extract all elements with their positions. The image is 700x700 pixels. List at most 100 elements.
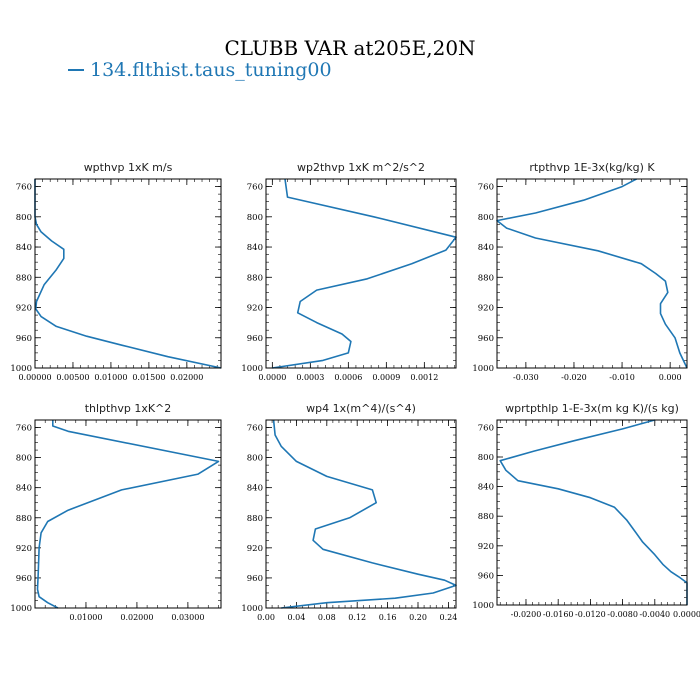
chart-title: thlpthvp 1xK^2 — [85, 402, 172, 415]
y-tick-label: 880 — [247, 273, 263, 283]
y-tick-label: 960 — [478, 334, 494, 344]
x-tick-label: 0.0009 — [372, 373, 400, 382]
chart-title: wp2thvp 1xK m^2/s^2 — [297, 161, 425, 174]
x-tick-label: 0.0000 — [258, 373, 286, 382]
x-tick-label: 0.20 — [409, 613, 427, 622]
series-line — [34, 179, 222, 369]
x-tick-label: 0.00 — [257, 613, 275, 622]
plot-frame — [265, 419, 457, 609]
plot-frame — [34, 178, 222, 369]
y-tick-label: 800 — [478, 453, 494, 463]
y-tick-label: 880 — [16, 514, 32, 524]
x-tick-label: -0.0200 — [511, 610, 542, 619]
y-tick-label: 1000 — [241, 364, 263, 374]
x-tick-label: 0.01000 — [69, 613, 102, 622]
y-tick-label: 1000 — [472, 601, 494, 611]
y-tick-label: 1000 — [472, 364, 494, 374]
x-tick-label: -0.0120 — [575, 610, 606, 619]
y-tick-label: 960 — [16, 334, 32, 344]
y-tick-label: 960 — [247, 574, 263, 584]
minor-ticks — [496, 178, 687, 369]
x-tick-label: -0.0080 — [607, 610, 638, 619]
plot-frame — [265, 178, 457, 369]
y-tick-label: 920 — [247, 544, 263, 554]
y-tick-label: 1000 — [241, 604, 263, 614]
x-tick-label: -0.020 — [561, 373, 587, 382]
y-tick-label: 760 — [16, 183, 32, 193]
chart-panel-4: thlpthvp 1xK^2 760 800 840 880 920 960 1000 0.01… — [10, 402, 222, 622]
plot-frame — [496, 419, 688, 606]
y-tick-label: 920 — [247, 304, 263, 314]
y-tick-label: 760 — [247, 424, 263, 434]
x-tick-label: 0.08 — [318, 613, 336, 622]
y-tick-label: 840 — [478, 243, 494, 253]
plot-frame — [496, 178, 688, 369]
x-tick-label: 0.02000 — [120, 613, 153, 622]
minor-ticks — [34, 419, 221, 609]
y-tick-label: 880 — [478, 273, 494, 283]
minor-ticks — [34, 178, 221, 369]
x-tick-label: 0.0006 — [334, 373, 362, 382]
y-tick-label: 1000 — [10, 604, 32, 614]
x-tick-label: 0.16 — [379, 613, 397, 622]
series-line — [499, 419, 688, 605]
x-tick-label: -0.030 — [513, 373, 539, 382]
x-tick-label: 0.00000 — [18, 373, 51, 382]
x-tick-label: -0.0040 — [639, 610, 670, 619]
x-tick-label: 0.02000 — [170, 373, 203, 382]
y-tick-label: 1000 — [10, 364, 32, 374]
y-tick-label: 840 — [478, 483, 494, 493]
y-tick-label: 800 — [247, 213, 263, 223]
chart-title: wpthvp 1xK m/s — [84, 161, 173, 174]
chart-title: wp4 1x(m^4)/(s^4) — [306, 402, 416, 415]
y-tick-label: 840 — [16, 484, 32, 494]
y-tick-label: 840 — [247, 484, 263, 494]
y-tick-label: 920 — [16, 544, 32, 554]
y-tick-label: 880 — [247, 514, 263, 524]
x-tick-label: -0.0160 — [543, 610, 574, 619]
series-line — [36, 420, 220, 609]
y-tick-label: 920 — [16, 304, 32, 314]
y-tick-label: 880 — [478, 512, 494, 522]
series-line — [272, 178, 457, 369]
y-tick-label: 840 — [247, 243, 263, 253]
y-tick-label: 760 — [478, 423, 494, 433]
y-tick-label: 920 — [478, 304, 494, 314]
y-tick-label: 800 — [247, 454, 263, 464]
y-tick-label: 800 — [16, 454, 32, 464]
x-tick-label: 0.01500 — [132, 373, 165, 382]
chart-title: rtpthvp 1E-3x(kg/kg) K — [529, 161, 655, 174]
x-tick-label: 0.0000 — [673, 610, 700, 619]
series-line — [272, 419, 457, 609]
x-tick-label: 0.01000 — [94, 373, 127, 382]
y-tick-label: 800 — [16, 213, 32, 223]
x-tick-label: 0.03000 — [171, 613, 204, 622]
page-title: CLUBB VAR at205E,20N — [224, 36, 476, 60]
y-tick-label: 760 — [16, 424, 32, 434]
y-tick-label: 840 — [16, 243, 32, 253]
y-tick-label: 960 — [478, 571, 494, 581]
legend-label: 134.flthist.taus_tuning00 — [90, 59, 332, 81]
plot-frame — [34, 419, 222, 609]
y-tick-label: 960 — [247, 334, 263, 344]
x-tick-label: 0.0012 — [410, 373, 438, 382]
chart-panel-2: wp2thvp 1xK m^2/s^2 760 800 840 880 920 960 100… — [241, 161, 457, 382]
chart-panel-1: wpthvp 1xK m/s76080084088092096010000.00… — [10, 161, 222, 382]
y-tick-label: 880 — [16, 273, 32, 283]
chart-panel-3: rtpthvp 1E-3x(kg/kg) K 760 800 840 880 920 960… — [472, 161, 688, 382]
x-tick-label: 0.0003 — [296, 373, 324, 382]
legend: 134.flthist.taus_tuning00 — [68, 58, 332, 82]
chart-title: wprtpthlp 1-E-3x(m kg K)/(s kg) — [505, 402, 679, 415]
y-tick-label: 800 — [478, 213, 494, 223]
x-tick-label: 0.00500 — [56, 373, 89, 382]
x-tick-label: 0.000 — [659, 373, 682, 382]
x-tick-label: 0.24 — [439, 613, 457, 622]
y-tick-label: 920 — [478, 542, 494, 552]
y-tick-label: 760 — [247, 183, 263, 193]
minor-ticks — [266, 178, 456, 369]
x-tick-label: -0.010 — [609, 373, 635, 382]
minor-ticks — [497, 419, 688, 606]
x-tick-label: 0.04 — [287, 613, 305, 622]
x-tick-label: 0.12 — [348, 613, 366, 622]
